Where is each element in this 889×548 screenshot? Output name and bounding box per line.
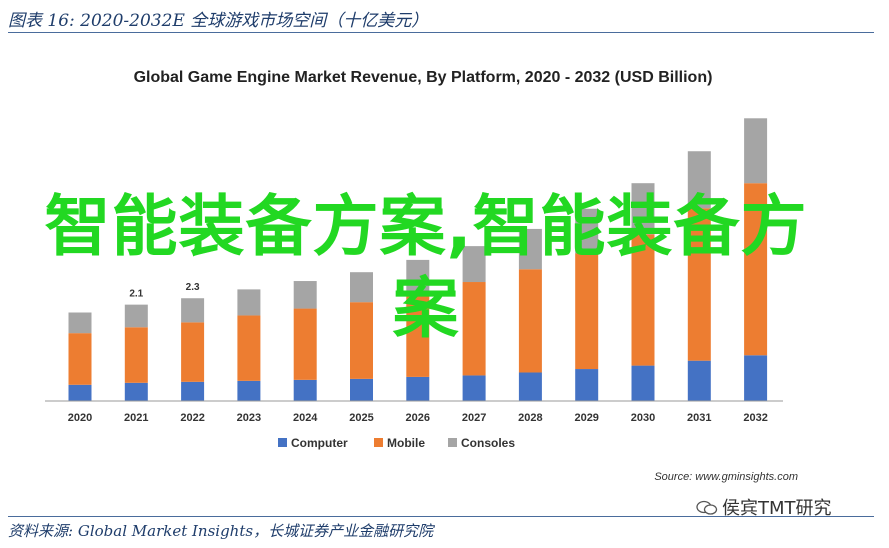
bar-consoles-2023	[237, 289, 261, 316]
report-title: 图表 16: 2020-2032E 全球游戏市场空间（十亿美元）	[8, 11, 429, 31]
legend-label-computer: Computer	[291, 436, 348, 450]
x-tick-label: 2022	[180, 412, 204, 424]
bar-computer-2021	[124, 382, 148, 401]
x-tick-label: 2026	[406, 412, 430, 424]
bar-consoles-2028	[518, 228, 542, 270]
wechat-watermark: 侯宾TMT研究	[696, 494, 832, 520]
bar-mobile-2027	[462, 282, 486, 376]
legend-swatch-computer	[278, 438, 287, 447]
chart-title: Global Game Engine Market Revenue, By Pl…	[134, 69, 713, 86]
x-tick-label: 2020	[68, 412, 92, 424]
bar-consoles-2029	[575, 208, 599, 254]
legend: Computer Mobile Consoles	[278, 436, 515, 450]
bar-computer-2032	[744, 355, 768, 401]
bar-mobile-2028	[518, 269, 542, 373]
bar-mobile-2026	[406, 292, 430, 377]
x-tick-label: 2032	[743, 412, 767, 424]
bar-computer-2031	[687, 360, 711, 401]
bar-mobile-2020	[68, 333, 92, 385]
bar-consoles-2026	[406, 259, 430, 293]
bar-computer-2020	[68, 384, 92, 401]
bar-consoles-2030	[631, 183, 655, 235]
bar-mobile-2030	[631, 234, 655, 366]
bar-computer-2022	[181, 381, 205, 401]
bar-computer-2027	[462, 375, 486, 401]
legend-label-mobile: Mobile	[387, 436, 425, 450]
x-tick-label: 2028	[518, 412, 542, 424]
x-tick-label: 2027	[462, 412, 486, 424]
bar-mobile-2022	[181, 322, 205, 382]
bar-mobile-2023	[237, 315, 261, 381]
x-tick-label: 2024	[293, 412, 318, 424]
bar-consoles-2022	[181, 298, 205, 323]
wechat-icon	[696, 500, 718, 516]
x-tick-label: 2021	[124, 412, 148, 424]
bar-consoles-2021	[124, 304, 148, 328]
bar-computer-2023	[237, 380, 261, 401]
bar-computer-2024	[293, 379, 317, 401]
bar-consoles-2032	[744, 118, 768, 184]
legend-label-consoles: Consoles	[461, 436, 515, 450]
bar-consoles-2031	[687, 151, 711, 209]
x-tick-label: 2030	[631, 412, 655, 424]
bar-mobile-2032	[744, 183, 768, 356]
legend-swatch-mobile	[374, 438, 383, 447]
chart-source: Source: www.gminsights.com	[654, 471, 798, 483]
bar-consoles-2025	[350, 272, 373, 303]
footer-source-label: 资料来源:	[8, 522, 74, 540]
footer-source: 资料来源: Global Market Insights，长城证券产业金融研究院	[8, 520, 433, 541]
top-divider	[8, 32, 874, 33]
bar-mobile-2029	[575, 253, 599, 370]
bar-consoles-2024	[293, 281, 317, 309]
data-labels: 2.1 2.3	[129, 282, 200, 299]
x-tick-label: 2023	[237, 412, 261, 424]
x-tick-label: 2025	[349, 412, 373, 424]
bar-computer-2026	[406, 376, 430, 401]
bottom-divider	[8, 516, 874, 517]
bar-mobile-2024	[293, 308, 317, 380]
legend-swatch-consoles	[448, 438, 457, 447]
bars-layer	[68, 118, 768, 401]
watermark-text: 侯宾TMT研究	[722, 498, 832, 519]
footer-source-value: Global Market Insights，长城证券产业金融研究院	[77, 522, 434, 540]
data-label: 2.1	[129, 289, 143, 300]
bar-computer-2029	[575, 369, 599, 401]
bar-computer-2030	[631, 365, 655, 401]
bar-mobile-2031	[687, 208, 711, 361]
bar-consoles-2027	[462, 246, 486, 283]
x-tick-labels: 2020 2021 2022 2023 2024 2025 2026 2027 2028 2029…	[68, 412, 768, 424]
bar-mobile-2021	[124, 327, 148, 383]
bar-consoles-2020	[68, 312, 92, 334]
bar-mobile-2025	[350, 302, 373, 379]
bar-computer-2025	[350, 378, 373, 401]
bar-computer-2028	[518, 372, 542, 401]
chart: Global Game Engine Market Revenue, By Pl…	[45, 69, 798, 483]
x-tick-label: 2031	[687, 412, 711, 424]
data-label: 2.3	[186, 282, 200, 293]
x-tick-label: 2029	[574, 412, 598, 424]
